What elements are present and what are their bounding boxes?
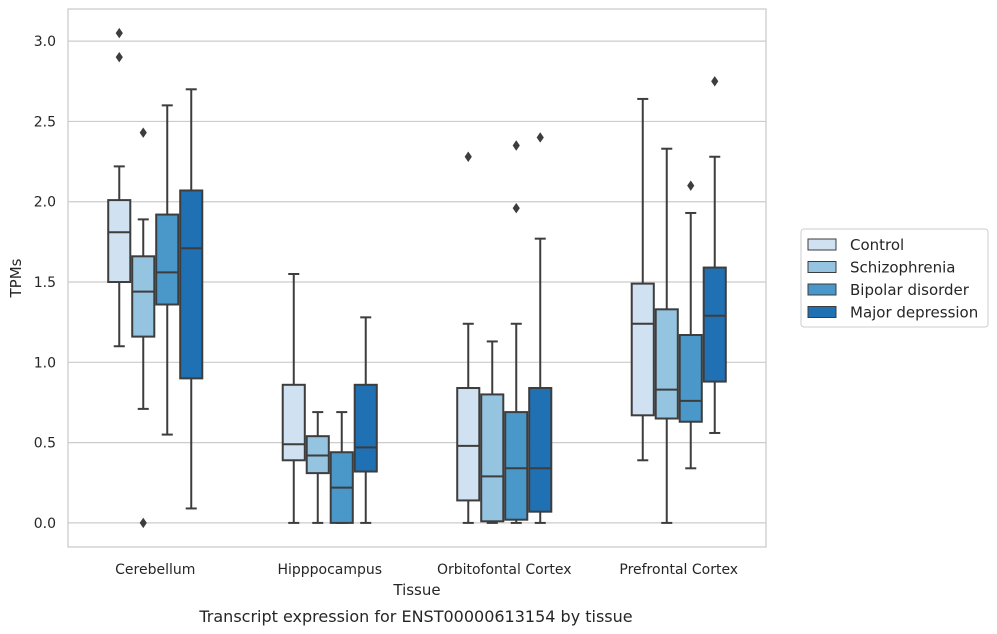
legend: Control Schizophrenia Bipolar disorder Majo…: [800, 228, 989, 328]
y-tick-labels: 0.0 0.5 1.0 1.5 2.0 2.5 3.0: [34, 34, 56, 532]
category-group: [281, 272, 378, 524]
box: [630, 282, 655, 417]
box: [179, 189, 204, 380]
legend-swatch: [807, 238, 837, 251]
category-group: [107, 27, 204, 529]
outlier-point: [464, 151, 472, 162]
y-tick-label: 0.5: [34, 436, 56, 452]
box-groups: [107, 27, 727, 529]
legend-label: Control: [850, 236, 904, 254]
box: [678, 334, 703, 423]
outlier-point: [687, 180, 695, 191]
legend-frame: [800, 228, 989, 328]
category-group: [630, 76, 727, 524]
outlier-point: [536, 132, 544, 143]
x-tick-label: Hipppocampus: [277, 562, 382, 578]
box: [456, 387, 481, 502]
y-axis-label: TPMs: [7, 258, 25, 298]
outlier-point: [139, 517, 147, 529]
x-tick-label: Orbitofontal Cortex: [437, 562, 572, 578]
box: [480, 393, 505, 523]
y-tick-label: 1.5: [34, 275, 56, 291]
legend-swatch: [807, 261, 837, 273]
y-tick-label: 1.0: [34, 355, 56, 371]
outlier-point: [711, 76, 719, 87]
outlier-point: [139, 127, 147, 138]
box: [155, 213, 180, 306]
box: [107, 199, 132, 284]
outlier-point: [512, 140, 520, 151]
legend-label: Bipolar disorder: [850, 281, 970, 299]
outlier-point: [512, 202, 520, 214]
y-tick-label: 3.0: [34, 34, 56, 50]
legend-swatch: [807, 283, 837, 296]
outlier-point: [115, 51, 123, 63]
box: [131, 255, 156, 338]
x-axis-label: Tissue: [392, 581, 440, 599]
category-group: [456, 132, 553, 524]
legend-label: Major depression: [850, 304, 978, 322]
box: [504, 411, 529, 521]
box: [281, 383, 306, 462]
x-tick-labels: Cerebellum Hipppocampus Orbitofontal Corte…: [115, 562, 738, 578]
x-tick-label: Cerebellum: [115, 562, 195, 578]
y-tick-label: 2.0: [34, 195, 56, 211]
outlier-point: [115, 27, 123, 39]
box: [702, 266, 727, 383]
figure-caption: Transcript expression for ENST0000061315…: [198, 607, 632, 626]
box: [528, 387, 553, 513]
y-tick-label: 2.5: [34, 114, 56, 130]
box: [654, 308, 679, 420]
box: [353, 383, 378, 473]
x-tick-label: Prefrontal Cortex: [619, 562, 738, 578]
legend-label: Schizophrenia: [850, 259, 955, 277]
legend-swatch: [807, 306, 837, 318]
y-tick-label: 0.0: [34, 516, 56, 532]
plot-frame: [67, 8, 767, 548]
